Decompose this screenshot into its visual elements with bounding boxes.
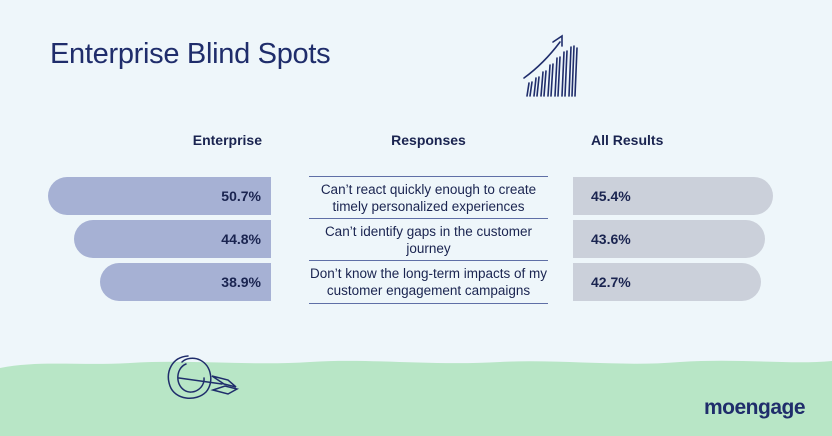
all-results-bar: 42.7% bbox=[573, 263, 761, 301]
all-results-bar: 43.6% bbox=[573, 220, 765, 258]
target-arrow-icon bbox=[167, 355, 240, 399]
enterprise-bar: 50.7% bbox=[47, 177, 271, 215]
growth-chart-icon bbox=[523, 34, 578, 97]
column-header-enterprise: Enterprise bbox=[192, 132, 262, 148]
all-results-bar: 45.4% bbox=[573, 177, 773, 215]
all-results-value-label: 45.4% bbox=[591, 188, 631, 204]
response-label: Don’t know the long-term impacts of my c… bbox=[309, 260, 548, 304]
page-title: Enterprise Blind Spots bbox=[50, 38, 331, 70]
enterprise-bar: 44.8% bbox=[73, 220, 271, 258]
all-results-value-label: 42.7% bbox=[591, 274, 631, 290]
enterprise-value-label: 44.8% bbox=[221, 231, 261, 247]
response-label: Can’t react quickly enough to create tim… bbox=[309, 176, 548, 219]
column-header-all-results: All Results bbox=[591, 132, 664, 148]
enterprise-value-label: 50.7% bbox=[221, 188, 261, 204]
moengage-logo: moengage bbox=[704, 396, 806, 419]
ground bbox=[0, 360, 832, 436]
column-header-responses: Responses bbox=[391, 132, 466, 148]
enterprise-bar: 38.9% bbox=[99, 263, 271, 301]
response-label: Can’t identify gaps in the customer jour… bbox=[309, 218, 548, 261]
enterprise-value-label: 38.9% bbox=[221, 274, 261, 290]
all-results-value-label: 43.6% bbox=[591, 231, 631, 247]
